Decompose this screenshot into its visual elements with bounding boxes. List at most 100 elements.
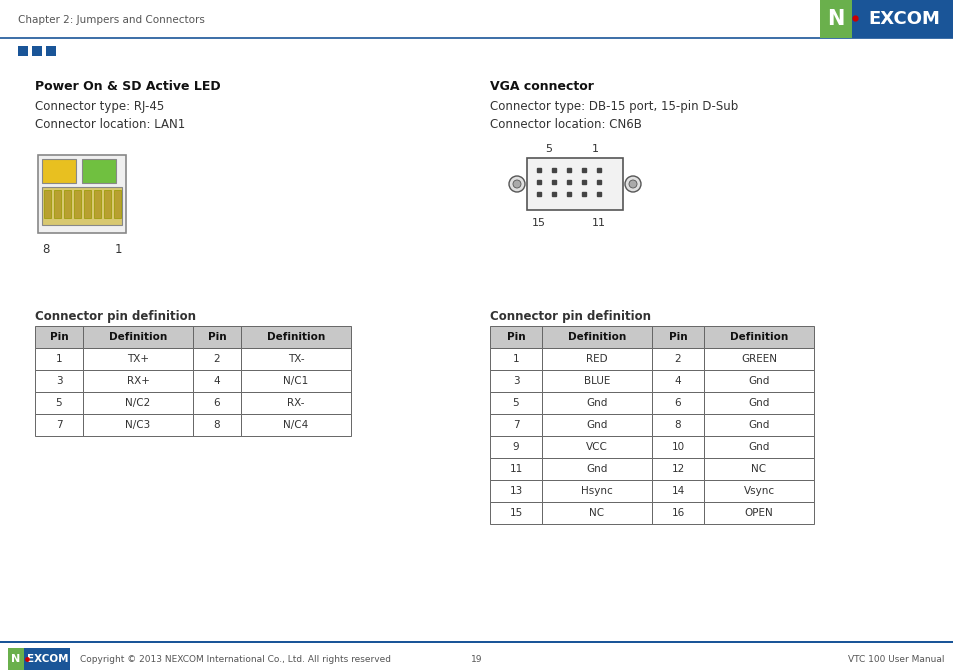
Text: N: N (11, 654, 21, 664)
Bar (193, 348, 241, 370)
Text: 5: 5 (55, 398, 62, 408)
Bar (490, 348, 541, 370)
Text: Connector pin definition: Connector pin definition (490, 310, 650, 323)
Bar (74, 190, 81, 218)
Bar (651, 502, 703, 524)
Text: Gnd: Gnd (747, 442, 769, 452)
Bar (193, 392, 241, 414)
Bar (84, 190, 91, 218)
Text: Definition: Definition (267, 332, 325, 342)
Text: Gnd: Gnd (586, 420, 607, 430)
Text: 10: 10 (671, 442, 684, 452)
Text: 11: 11 (592, 218, 605, 228)
Bar (490, 480, 541, 502)
Text: 8: 8 (42, 243, 50, 256)
Text: Gnd: Gnd (747, 376, 769, 386)
Text: Copyright © 2013 NEXCOM International Co., Ltd. All rights reserved: Copyright © 2013 NEXCOM International Co… (80, 655, 391, 663)
Text: NC: NC (589, 508, 604, 518)
Text: Connector location: LAN1: Connector location: LAN1 (35, 118, 185, 131)
Text: 11: 11 (509, 464, 522, 474)
Bar (703, 502, 813, 524)
Text: 4: 4 (674, 376, 680, 386)
Bar (703, 370, 813, 392)
Bar (193, 414, 241, 436)
Text: NC: NC (751, 464, 766, 474)
Bar (541, 326, 651, 348)
Bar (490, 326, 541, 348)
Text: 1: 1 (114, 243, 122, 256)
Bar (541, 480, 651, 502)
Text: 5: 5 (545, 144, 552, 154)
Text: BLUE: BLUE (583, 376, 610, 386)
Text: VTC 100 User Manual: VTC 100 User Manual (847, 655, 944, 663)
Text: RX-: RX- (287, 398, 304, 408)
Bar (42, 187, 122, 225)
Text: EXCOM: EXCOM (28, 654, 69, 664)
Bar (541, 370, 651, 392)
Text: Definition: Definition (567, 332, 625, 342)
Bar (32, 46, 42, 56)
Bar (651, 414, 703, 436)
Bar (104, 190, 111, 218)
Bar (35, 414, 83, 436)
Text: Connector location: CN6B: Connector location: CN6B (490, 118, 641, 131)
Text: Connector type: DB-15 port, 15-pin D-Sub: Connector type: DB-15 port, 15-pin D-Sub (490, 100, 738, 113)
Text: TX+: TX+ (127, 354, 149, 364)
Text: 15: 15 (532, 218, 545, 228)
Bar (241, 326, 351, 348)
Text: 19: 19 (471, 655, 482, 663)
Bar (703, 414, 813, 436)
Text: 3: 3 (55, 376, 62, 386)
Text: EXCOM: EXCOM (867, 10, 939, 28)
Bar (83, 326, 193, 348)
Text: Gnd: Gnd (586, 464, 607, 474)
Text: GREEN: GREEN (740, 354, 776, 364)
Bar (35, 326, 83, 348)
Text: 16: 16 (671, 508, 684, 518)
Bar (35, 392, 83, 414)
Bar (651, 436, 703, 458)
Bar (541, 414, 651, 436)
Text: Gnd: Gnd (747, 420, 769, 430)
Bar (94, 190, 101, 218)
Bar (193, 326, 241, 348)
Circle shape (628, 180, 637, 188)
Bar (526, 158, 622, 210)
Bar (38, 155, 126, 233)
Bar (82, 159, 116, 183)
Text: Pin: Pin (506, 332, 525, 342)
Bar (193, 370, 241, 392)
Bar (241, 392, 351, 414)
Text: Hsync: Hsync (580, 486, 612, 496)
Text: Power On & SD Active LED: Power On & SD Active LED (35, 80, 220, 93)
Text: 2: 2 (674, 354, 680, 364)
Bar (703, 392, 813, 414)
Text: N: N (826, 9, 843, 29)
Text: 9: 9 (512, 442, 518, 452)
Text: Pin: Pin (668, 332, 686, 342)
Text: 13: 13 (509, 486, 522, 496)
Bar (490, 458, 541, 480)
Text: Vsync: Vsync (742, 486, 774, 496)
Text: Definition: Definition (109, 332, 167, 342)
Text: 2: 2 (213, 354, 220, 364)
Text: 8: 8 (213, 420, 220, 430)
Text: Connector type: RJ-45: Connector type: RJ-45 (35, 100, 164, 113)
Text: 6: 6 (213, 398, 220, 408)
Bar (820, 0, 851, 38)
Bar (64, 190, 71, 218)
Bar (35, 348, 83, 370)
Bar (651, 480, 703, 502)
Text: 15: 15 (509, 508, 522, 518)
Text: N/C3: N/C3 (125, 420, 151, 430)
Bar (83, 392, 193, 414)
Text: 14: 14 (671, 486, 684, 496)
Text: TX-: TX- (288, 354, 304, 364)
Bar (42, 159, 76, 183)
Bar (241, 370, 351, 392)
Text: 8: 8 (674, 420, 680, 430)
Bar (0, 641, 953, 643)
Text: Gnd: Gnd (747, 398, 769, 408)
Bar (8, 648, 70, 670)
Bar (490, 502, 541, 524)
